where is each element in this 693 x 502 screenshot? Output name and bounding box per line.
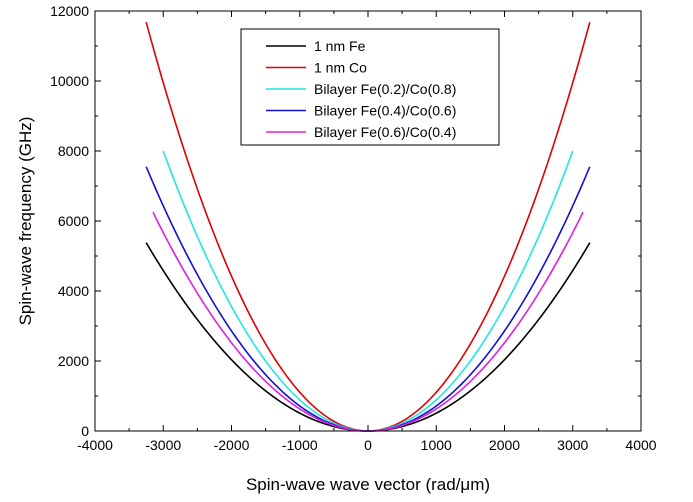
x-tick-label: 2000 bbox=[489, 437, 520, 453]
x-tick-label: -1000 bbox=[282, 437, 318, 453]
tick-labels: -4000 -3000 -2000 -1000 0 1000 2000 3000 4000 0 20… bbox=[50, 3, 657, 453]
x-axis-title: Spin-wave wave vector (rad/μm) bbox=[246, 475, 490, 494]
y-tick-label: 8000 bbox=[58, 143, 89, 159]
x-tick-label: -4000 bbox=[77, 437, 113, 453]
legend-label: Bilayer Fe(0.6)/Co(0.4) bbox=[314, 124, 456, 140]
legend-label: Bilayer Fe(0.4)/Co(0.6) bbox=[314, 103, 456, 119]
x-tick-label: 1000 bbox=[421, 437, 452, 453]
legend-box bbox=[240, 28, 500, 146]
series-line-3 bbox=[162, 150, 574, 432]
legend: 1 nm Fe 1 nm Co Bilayer Fe(0.2)/Co(0.8) Bil… bbox=[240, 28, 500, 146]
x-tick-label: -2000 bbox=[214, 437, 250, 453]
series-line-4 bbox=[145, 166, 591, 432]
y-tick-label: 6000 bbox=[58, 213, 89, 229]
y-tick-label: 4000 bbox=[58, 283, 89, 299]
series-line-5 bbox=[152, 211, 584, 432]
x-tick-label: 4000 bbox=[625, 437, 656, 453]
y-tick-label: 0 bbox=[81, 423, 89, 439]
y-tick-label: 12000 bbox=[50, 3, 89, 19]
x-tick-label: -3000 bbox=[145, 437, 181, 453]
y-tick-label: 2000 bbox=[58, 353, 89, 369]
axis-ticks bbox=[94, 10, 642, 432]
x-tick-label: 0 bbox=[364, 437, 372, 453]
legend-label: 1 nm Co bbox=[314, 60, 367, 76]
y-axis-title: Spin-wave frequency (GHz) bbox=[16, 117, 35, 326]
legend-label: 1 nm Fe bbox=[314, 38, 366, 54]
legend-label: Bilayer Fe(0.2)/Co(0.8) bbox=[314, 81, 456, 97]
y-tick-label: 10000 bbox=[50, 73, 89, 89]
x-tick-label: 3000 bbox=[557, 437, 588, 453]
